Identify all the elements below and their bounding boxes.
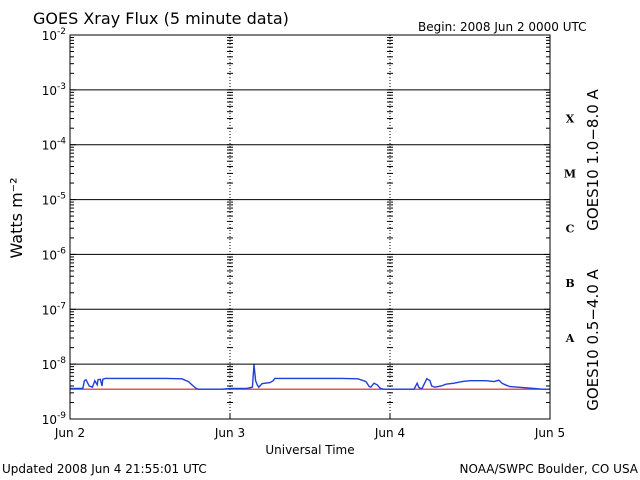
y-tick-exponent: -5	[57, 192, 66, 202]
flare-class-label: C	[566, 222, 575, 235]
y-axis-label: Watts m⁻²	[7, 177, 26, 258]
chart-title: GOES Xray Flux (5 minute data)	[33, 9, 289, 28]
flare-class-label: B	[565, 277, 574, 290]
series-line-short-channel	[70, 364, 550, 390]
x-tick-label: Jun 2	[54, 426, 85, 440]
y-tick-base: 10	[42, 139, 57, 153]
y-tick-exponent: -2	[57, 27, 66, 37]
updated-timestamp: Updated 2008 Jun 4 21:55:01 UTC	[2, 462, 207, 476]
legend-short-channel: GOES10 0.5−4.0 A	[584, 268, 602, 410]
x-tick-labels: Jun 2 Jun 3 Jun 4 Jun 5	[54, 413, 565, 440]
flare-class-label: A	[565, 332, 575, 345]
plot-frame	[69, 34, 551, 420]
y-tick-label: 10-4	[42, 137, 67, 153]
credit-label: NOAA/SWPC Boulder, CO USA	[460, 462, 639, 476]
y-tick-base: 10	[42, 358, 57, 372]
flare-class-label: M	[564, 167, 576, 180]
horizontal-gridlines	[70, 89, 550, 365]
y-tick-label: 10-7	[42, 301, 66, 317]
x-axis-label: Universal Time	[265, 443, 354, 457]
y-tick-exponent: -8	[57, 356, 66, 366]
y-tick-exponent: -6	[57, 246, 66, 256]
y-tick-base: 10	[42, 413, 57, 427]
y-tick-label: 10-9	[42, 411, 67, 427]
day-dividers	[229, 35, 391, 419]
y-tick-base: 10	[42, 84, 57, 98]
y-tick-base: 10	[42, 248, 57, 262]
flare-class-label: X	[566, 113, 575, 126]
x-tick-label: Jun 3	[214, 426, 245, 440]
y-tick-base: 10	[42, 194, 57, 208]
y-tick-exponent: -3	[57, 82, 66, 92]
y-tick-label: 10-3	[42, 82, 66, 98]
data-series	[70, 364, 550, 390]
y-tick-labels: 10-910-810-710-610-510-410-310-2	[42, 27, 67, 427]
y-tick-exponent: -7	[57, 301, 66, 311]
y-tick-label: 10-5	[42, 192, 66, 208]
y-tick-exponent: -4	[57, 137, 66, 147]
y-tick-exponent: -9	[57, 411, 66, 421]
y-tick-label: 10-6	[42, 246, 67, 262]
minor-tick-marks	[70, 37, 550, 420]
y-tick-base: 10	[42, 303, 57, 317]
begin-date-label: Begin: 2008 Jun 2 0000 UTC	[418, 20, 587, 34]
flare-class-labels: A B C M X	[564, 113, 576, 345]
y-tick-base: 10	[42, 29, 57, 43]
x-tick-label: Jun 5	[534, 426, 565, 440]
legend-long-channel: GOES10 1.0−8.0 A	[584, 88, 602, 230]
y-tick-label: 10-2	[42, 27, 66, 43]
x-tick-label: Jun 4	[374, 426, 405, 440]
y-tick-label: 10-8	[42, 356, 67, 372]
